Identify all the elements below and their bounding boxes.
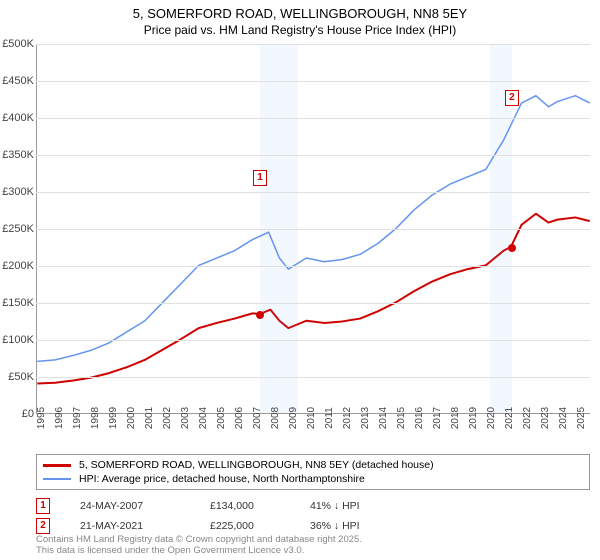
event-price: £134,000 <box>210 500 280 512</box>
legend-box: 5, SOMERFORD ROAD, WELLINGBOROUGH, NN8 5… <box>36 454 590 490</box>
legend-row: 5, SOMERFORD ROAD, WELLINGBOROUGH, NN8 5… <box>43 458 583 472</box>
event-row-marker: 1 <box>36 498 50 514</box>
gridline <box>36 81 590 82</box>
gridline <box>36 155 590 156</box>
title-subtitle: Price paid vs. HM Land Registry's House … <box>0 23 600 37</box>
legend-label-hpi: HPI: Average price, detached house, Nort… <box>79 473 365 485</box>
xtick-label: 1995 <box>36 407 47 429</box>
event-marker-box: 1 <box>253 170 267 186</box>
ytick-label: £450K <box>0 75 34 87</box>
gridline <box>36 44 590 45</box>
event-row-marker: 2 <box>36 518 50 534</box>
xtick-label: 2023 <box>540 407 551 429</box>
xtick-label: 1997 <box>72 407 83 429</box>
xtick-label: 2024 <box>558 407 569 429</box>
footer-line1: Contains HM Land Registry data © Crown c… <box>36 534 362 545</box>
xtick-label: 1998 <box>90 407 101 429</box>
gridline <box>36 192 590 193</box>
xtick-label: 2004 <box>198 407 209 429</box>
event-table: 1 24-MAY-2007 £134,000 41% ↓ HPI 2 21-MAY-202… <box>36 496 590 536</box>
xtick-label: 2011 <box>324 407 335 429</box>
gridline <box>36 266 590 267</box>
xtick-label: 2009 <box>288 407 299 429</box>
xtick-label: 2025 <box>576 407 587 429</box>
title-block: 5, SOMERFORD ROAD, WELLINGBOROUGH, NN8 5… <box>0 0 600 39</box>
xtick-label: 2006 <box>234 407 245 429</box>
event-price: £225,000 <box>210 520 280 532</box>
gridline <box>36 229 590 230</box>
xtick-label: 2003 <box>180 407 191 429</box>
xtick-label: 2022 <box>522 407 533 429</box>
xtick-label: 2021 <box>504 407 515 429</box>
legend-swatch-price-paid <box>43 464 71 467</box>
ytick-label: £400K <box>0 112 34 124</box>
event-marker-dot <box>256 311 264 319</box>
event-marker-dot <box>508 244 516 252</box>
xtick-label: 2014 <box>378 407 389 429</box>
xtick-label: 2015 <box>396 407 407 429</box>
xtick-label: 2018 <box>450 407 461 429</box>
xtick-label: 2007 <box>252 407 263 429</box>
xtick-label: 1999 <box>108 407 119 429</box>
ytick-label: £150K <box>0 297 34 309</box>
event-marker-box: 2 <box>505 90 519 106</box>
ytick-label: £200K <box>0 260 34 272</box>
ytick-label: £500K <box>0 38 34 50</box>
gridline <box>36 340 590 341</box>
xtick-label: 2000 <box>126 407 137 429</box>
xtick-label: 2012 <box>342 407 353 429</box>
event-date: 24-MAY-2007 <box>80 500 180 512</box>
ytick-label: £350K <box>0 149 34 161</box>
xtick-label: 2019 <box>468 407 479 429</box>
gridline <box>36 377 590 378</box>
gridline <box>36 118 590 119</box>
gridline <box>36 303 590 304</box>
legend-swatch-hpi <box>43 478 71 480</box>
xtick-label: 2020 <box>486 407 497 429</box>
xtick-label: 2008 <box>270 407 281 429</box>
xtick-label: 2002 <box>162 407 173 429</box>
ytick-label: £100K <box>0 334 34 346</box>
event-date: 21-MAY-2021 <box>80 520 180 532</box>
ytick-label: £0 <box>0 408 34 420</box>
event-row: 1 24-MAY-2007 £134,000 41% ↓ HPI <box>36 496 590 516</box>
legend-row: HPI: Average price, detached house, Nort… <box>43 472 583 486</box>
xtick-label: 2013 <box>360 407 371 429</box>
ytick-label: £300K <box>0 186 34 198</box>
ytick-label: £50K <box>0 371 34 383</box>
event-row: 2 21-MAY-2021 £225,000 36% ↓ HPI <box>36 516 590 536</box>
xtick-label: 2001 <box>144 407 155 429</box>
footer-attribution: Contains HM Land Registry data © Crown c… <box>36 534 362 557</box>
xtick-label: 2005 <box>216 407 227 429</box>
footer-line2: This data is licensed under the Open Gov… <box>36 545 362 556</box>
xtick-label: 1996 <box>54 407 65 429</box>
event-delta: 41% ↓ HPI <box>310 500 410 512</box>
chart-container: 5, SOMERFORD ROAD, WELLINGBOROUGH, NN8 5… <box>0 0 600 560</box>
xtick-label: 2017 <box>432 407 443 429</box>
title-address: 5, SOMERFORD ROAD, WELLINGBOROUGH, NN8 5… <box>0 6 600 21</box>
xtick-label: 2010 <box>306 407 317 429</box>
xtick-label: 2016 <box>414 407 425 429</box>
legend-label-price-paid: 5, SOMERFORD ROAD, WELLINGBOROUGH, NN8 5… <box>79 459 434 471</box>
event-delta: 36% ↓ HPI <box>310 520 410 532</box>
ytick-label: £250K <box>0 223 34 235</box>
